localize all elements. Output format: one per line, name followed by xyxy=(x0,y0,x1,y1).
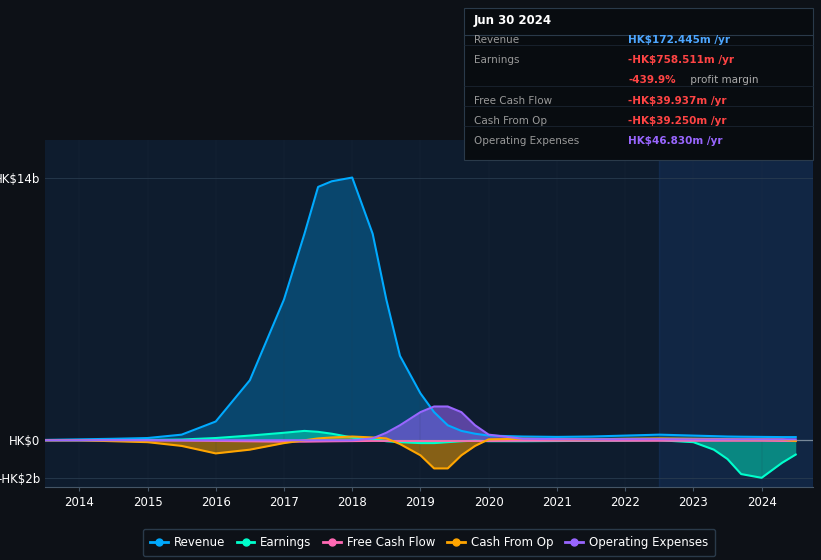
Text: HK$46.830m /yr: HK$46.830m /yr xyxy=(628,136,722,146)
Text: -HK$758.511m /yr: -HK$758.511m /yr xyxy=(628,55,734,66)
Text: -439.9%: -439.9% xyxy=(628,76,676,86)
Text: Jun 30 2024: Jun 30 2024 xyxy=(474,14,552,27)
Bar xyxy=(659,140,813,487)
Text: Operating Expenses: Operating Expenses xyxy=(474,136,579,146)
Text: profit margin: profit margin xyxy=(687,76,759,86)
Text: HK$172.445m /yr: HK$172.445m /yr xyxy=(628,35,730,45)
Text: -HK$39.937m /yr: -HK$39.937m /yr xyxy=(628,96,727,106)
Text: -HK$39.250m /yr: -HK$39.250m /yr xyxy=(628,116,727,126)
Legend: Revenue, Earnings, Free Cash Flow, Cash From Op, Operating Expenses: Revenue, Earnings, Free Cash Flow, Cash … xyxy=(143,529,715,556)
Text: Cash From Op: Cash From Op xyxy=(474,116,547,126)
Text: Free Cash Flow: Free Cash Flow xyxy=(474,96,552,106)
Text: Revenue: Revenue xyxy=(474,35,519,45)
Text: Earnings: Earnings xyxy=(474,55,519,66)
